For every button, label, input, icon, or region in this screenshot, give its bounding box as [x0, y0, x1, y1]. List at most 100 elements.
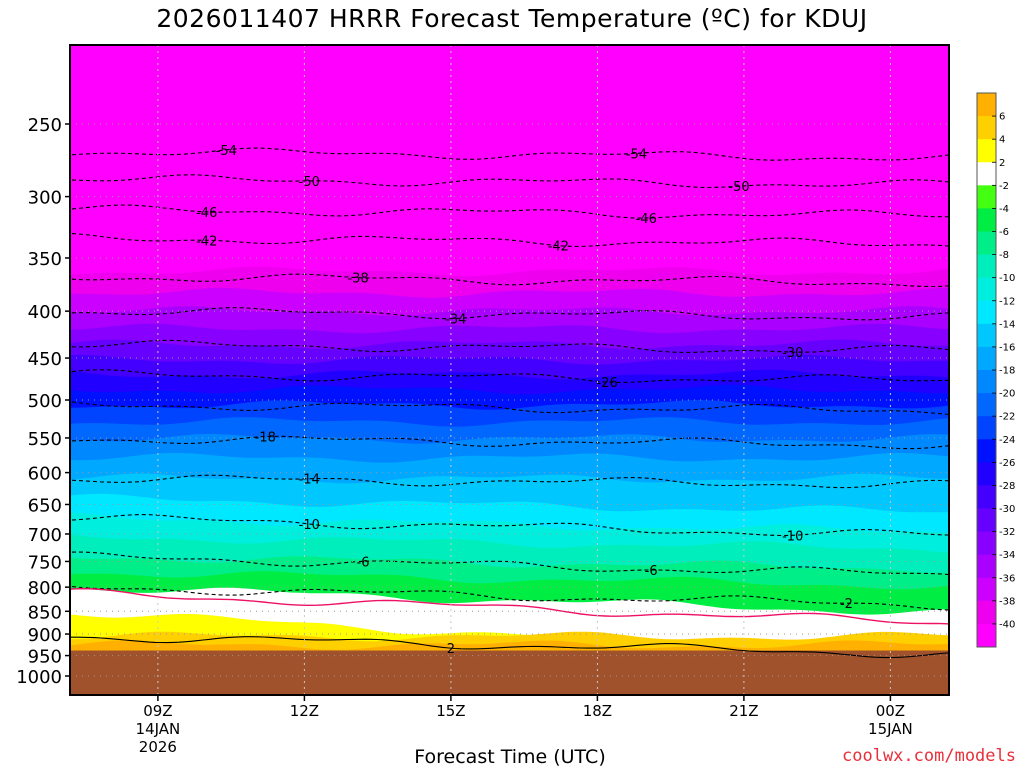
contour-label: 2	[447, 642, 455, 657]
contour-line	[70, 273, 949, 288]
x-tick-sublabel: 15JAN	[868, 720, 913, 738]
colorbar-swatch	[977, 162, 996, 186]
contour-line	[70, 232, 949, 247]
colorbar-label: -18	[999, 366, 1015, 377]
y-tick-label: 400	[28, 302, 62, 323]
y-axis-pressure: 2503003504004505005506006507007508008509…	[16, 115, 70, 688]
x-axis-label: Forecast Time (UTC)	[414, 746, 606, 768]
y-tick-label: 950	[28, 647, 62, 668]
colorbar-swatch	[977, 462, 996, 486]
contour-label: -54	[216, 144, 237, 159]
x-tick-sublabel: 14JAN	[136, 720, 181, 738]
colorbar-swatch	[977, 439, 996, 463]
colorbar-label: -30	[999, 504, 1015, 515]
contour-label: -46	[196, 206, 217, 221]
colorbar-label: -28	[999, 481, 1015, 492]
colorbar-label: -4	[999, 204, 1009, 215]
colorbar-label: 4	[999, 135, 1005, 146]
colorbar-swatch	[977, 393, 996, 417]
surface-fill	[70, 650, 949, 695]
colorbar-label: -10	[999, 273, 1015, 284]
contour-line	[70, 204, 949, 219]
contour-labels: -54 -54 -50 -50 -46 -46 -42 -42 -38 -34 -30 -26 -18 -…	[196, 144, 853, 657]
y-tick-label: 750	[28, 552, 62, 573]
colorbar-label: 2	[999, 158, 1005, 169]
colorbar-swatch	[977, 208, 996, 232]
contour-line	[70, 636, 949, 659]
y-tick-label: 350	[28, 249, 62, 270]
colorbar-label: -32	[999, 527, 1015, 538]
colorbar-swatch	[977, 531, 996, 556]
surface-terrain	[70, 650, 949, 695]
contour-label: -50	[728, 180, 749, 195]
colorbar-label: -38	[999, 596, 1015, 607]
y-tick-label: 600	[28, 464, 62, 485]
contour-label: -38	[347, 272, 368, 287]
colorbar-label: -34	[999, 550, 1015, 561]
colorbar-swatch	[977, 323, 996, 348]
colorbar-swatch	[977, 508, 996, 532]
y-tick-label: 650	[28, 495, 62, 516]
y-tick-label: 850	[28, 602, 62, 623]
contour-line	[70, 435, 949, 450]
y-tick-label: 500	[28, 391, 62, 412]
contour-label: -54	[626, 147, 647, 162]
colorbar-swatch	[977, 577, 996, 602]
y-tick-label: 1000	[16, 667, 62, 688]
x-tick-label: 15Z	[436, 702, 465, 720]
colorbar-swatch	[977, 139, 996, 163]
colorbar-swatch	[977, 554, 996, 579]
y-tick-label: 450	[28, 349, 62, 370]
colorbar-swatch	[977, 185, 996, 209]
temperature-bands	[70, 45, 949, 695]
contour-label: -34	[445, 312, 466, 327]
contour-label: -14	[299, 473, 320, 488]
y-tick-label: 900	[28, 625, 62, 646]
colorbar-label: -20	[999, 389, 1015, 400]
contour-line	[70, 369, 949, 383]
colorbar-label: 6	[999, 112, 1005, 123]
colorbar-label: -12	[999, 296, 1015, 307]
y-tick-label: 700	[28, 525, 62, 546]
colorbar-swatch	[977, 231, 996, 255]
contour-line	[70, 474, 949, 489]
contour-label: -46	[636, 212, 657, 227]
y-tick-label: 800	[28, 578, 62, 599]
colorbar-swatch	[977, 93, 996, 117]
contour-label: -42	[196, 234, 217, 249]
contour-line	[70, 339, 949, 353]
contour-label: -2	[840, 597, 853, 612]
grid-lines	[70, 45, 949, 695]
contour-line	[70, 585, 949, 611]
contour-label: -18	[255, 430, 276, 445]
y-tick-label: 250	[28, 115, 62, 136]
colorbar-swatch	[977, 416, 996, 440]
contour-line	[70, 551, 949, 576]
colorbar-label: -8	[999, 250, 1009, 261]
colorbar-label: -36	[999, 573, 1015, 584]
colorbar-label: -26	[999, 458, 1015, 469]
colorbar-swatch	[977, 254, 996, 279]
x-tick-label: 00Z	[876, 702, 905, 720]
colorbar-swatch	[977, 370, 996, 394]
contour-line	[70, 174, 949, 189]
colorbar-label: -6	[999, 227, 1009, 238]
colorbar-swatch	[977, 277, 996, 302]
x-tick-sublabel: 2026	[139, 738, 177, 756]
colorbar-label: -14	[999, 319, 1015, 330]
contour-label: -50	[299, 175, 320, 190]
contour-line	[70, 307, 949, 321]
x-tick-label: 18Z	[583, 702, 612, 720]
x-tick-label: 21Z	[729, 702, 758, 720]
contour-label: -42	[548, 240, 569, 255]
y-tick-label: 550	[28, 429, 62, 450]
colorbar-label: -24	[999, 435, 1015, 446]
colorbar-swatch	[977, 623, 996, 648]
contour-label: -10	[299, 518, 320, 533]
colorbar-swatch	[977, 300, 996, 325]
colorbar-legend: 6 4 2 -2 -4 -6 -8 -10 -12 -14 -16 -18 -20 -22 -24 -26 -2…	[976, 92, 1015, 648]
colorbar-swatch	[977, 600, 996, 625]
contour-label: -6	[357, 555, 370, 570]
